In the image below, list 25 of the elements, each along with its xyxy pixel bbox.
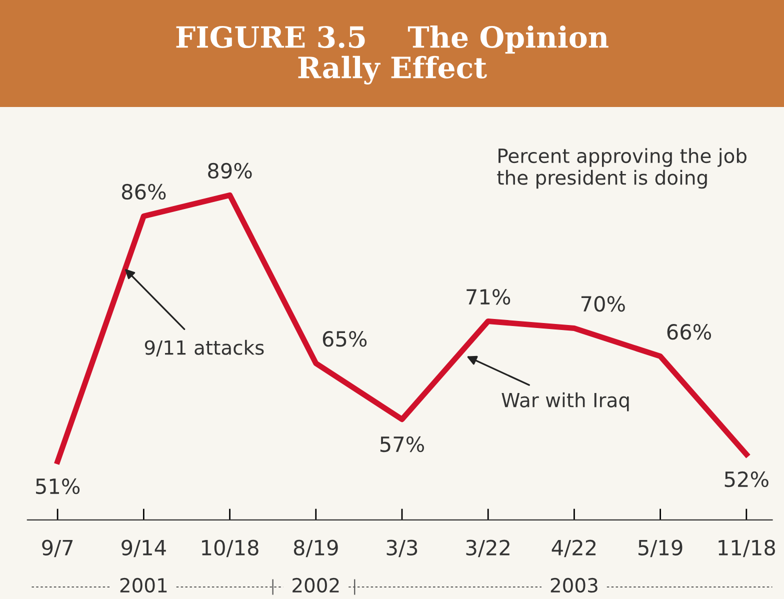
data-label: 66% (667, 324, 712, 340)
x-tick-label: 3/22 (466, 540, 510, 558)
annotation: War with Iraq (502, 392, 629, 412)
x-tick-label: 3/3 (386, 540, 418, 558)
data-label: 57% (380, 436, 424, 452)
x-tick-label: 5/19 (638, 540, 682, 558)
data-label: 51% (36, 478, 80, 494)
annotation: 9/11 attacks (144, 340, 264, 356)
data-label: 86% (122, 184, 166, 200)
data-label: 71% (466, 288, 510, 305)
text: 2001 (120, 578, 167, 593)
text: Percent approving the job the president is doing (497, 148, 746, 189)
x-tick-label: 9/7 (42, 540, 73, 558)
text: 2003 (550, 578, 598, 593)
x-tick-label: 8/19 (294, 540, 338, 558)
text: 2002 (292, 578, 339, 593)
chart-title: FIGURE 3.5 The Opinion Rally Effect (176, 25, 608, 85)
data-label: 89% (208, 162, 252, 179)
x-tick-label: 10/18 (202, 540, 258, 558)
data-label: 70% (581, 296, 625, 312)
data-label: 65% (322, 330, 367, 347)
data-label: 52% (724, 471, 768, 488)
x-tick-label: 11/18 (718, 540, 775, 558)
x-tick-label: 9/14 (122, 540, 166, 558)
x-tick-label: 4/22 (552, 540, 596, 558)
